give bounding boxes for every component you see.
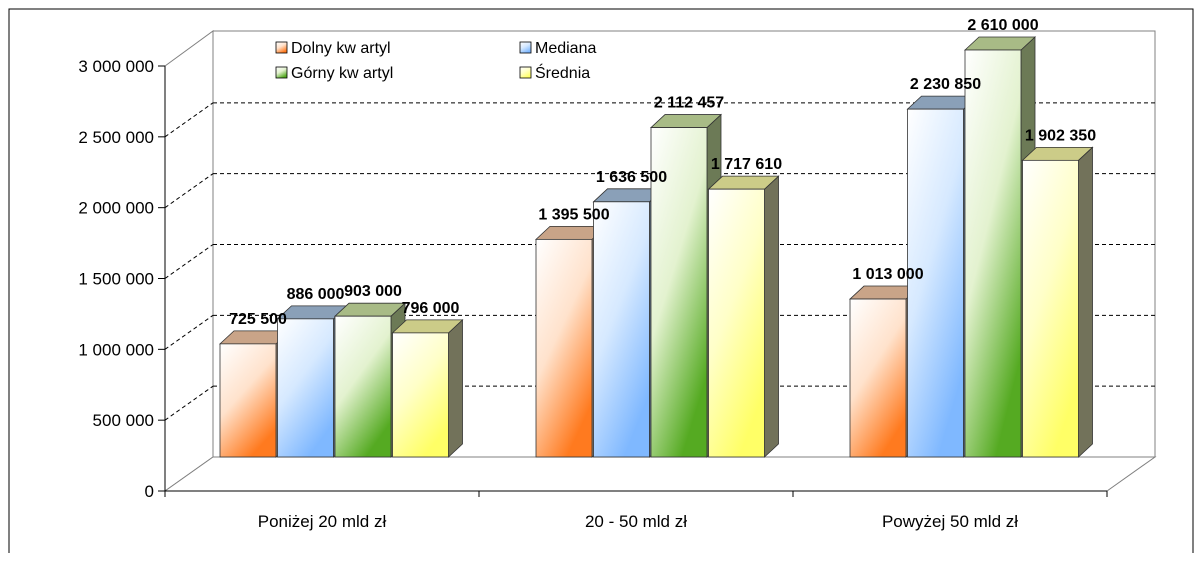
x-tick-label: 20 - 50 mld zł: [585, 512, 687, 531]
bar-front: [334, 315, 392, 458]
data-label: 1 013 000: [852, 266, 923, 283]
gridline-side: [164, 244, 214, 279]
floor: [163, 456, 1157, 492]
y-tick-label: 2 000 000: [78, 199, 154, 218]
y-axis: 0 500 000 1 000 000 1 500 000 2 000 000 2 500…: [78, 57, 1107, 501]
data-label: 2 112 457: [654, 95, 724, 112]
y-tick-label: 1 000 000: [78, 340, 154, 359]
gridline-side: [164, 314, 214, 350]
gridline-side: [164, 102, 214, 138]
legend: Dolny kw artyl Mediana Górny kw artyl Średn…: [275, 40, 596, 82]
legend-swatch: [519, 66, 532, 79]
legend-swatch: [519, 41, 532, 54]
chart-border: [8, 8, 1194, 553]
bar-side: [764, 175, 779, 458]
bar-front: [849, 298, 907, 458]
bar: [1021, 146, 1094, 458]
legend-swatch: [275, 66, 288, 79]
bar-front: [277, 318, 334, 458]
y-tick-label: 2 500 000: [78, 128, 154, 147]
legend-label: Dolny kw artyl: [291, 40, 391, 57]
y-tick-label: 500 000: [93, 411, 154, 430]
bar-front: [593, 201, 650, 458]
data-label: 796 000: [402, 300, 460, 317]
legend-label: Górny kw artyl: [291, 65, 393, 82]
legend-label: Średnia: [535, 63, 590, 82]
bar-front: [708, 188, 765, 458]
y-tick-label: 1 500 000: [78, 270, 154, 289]
data-label: 903 000: [344, 283, 402, 300]
bar-side: [1078, 146, 1093, 458]
data-label: 1 902 350: [1025, 127, 1096, 144]
data-label: 725 500: [229, 311, 287, 328]
x-tick-label: Poniżej 20 mld zł: [258, 512, 387, 531]
bar-front: [392, 332, 449, 458]
data-label: 1 636 500: [596, 169, 667, 186]
bar-front: [535, 238, 593, 458]
legend-swatch: [275, 41, 288, 54]
bar: [707, 175, 780, 458]
data-label: 2 610 000: [967, 17, 1038, 34]
x-axis: Poniżej 20 mld zł 20 - 50 mld zł Powyżej 5…: [164, 491, 1108, 531]
bar-front: [907, 108, 964, 458]
y-tick-label: 0: [145, 482, 154, 501]
data-label: 1 717 610: [711, 156, 782, 173]
bar-front: [1022, 159, 1079, 458]
legend-item: Górny kw artyl: [275, 65, 393, 82]
bar-front: [964, 49, 1022, 458]
data-label: 886 000: [287, 286, 345, 303]
bar-side: [448, 318, 463, 458]
legend-item: Średnia: [519, 63, 590, 82]
legend-item: Dolny kw artyl: [275, 40, 391, 57]
gridline-side: [164, 173, 214, 209]
bar-front: [219, 343, 277, 458]
y-tick-label: 3 000 000: [78, 57, 154, 76]
x-tick-label: Powyżej 50 mld zł: [882, 512, 1018, 531]
bar: [391, 318, 464, 458]
gridline-side: [164, 385, 214, 421]
data-label: 1 395 500: [538, 206, 609, 223]
data-label: 2 230 850: [910, 76, 981, 93]
legend-item: Mediana: [519, 40, 596, 57]
legend-label: Mediana: [535, 40, 596, 57]
bars: [218, 36, 1094, 458]
bar-front: [650, 127, 708, 458]
